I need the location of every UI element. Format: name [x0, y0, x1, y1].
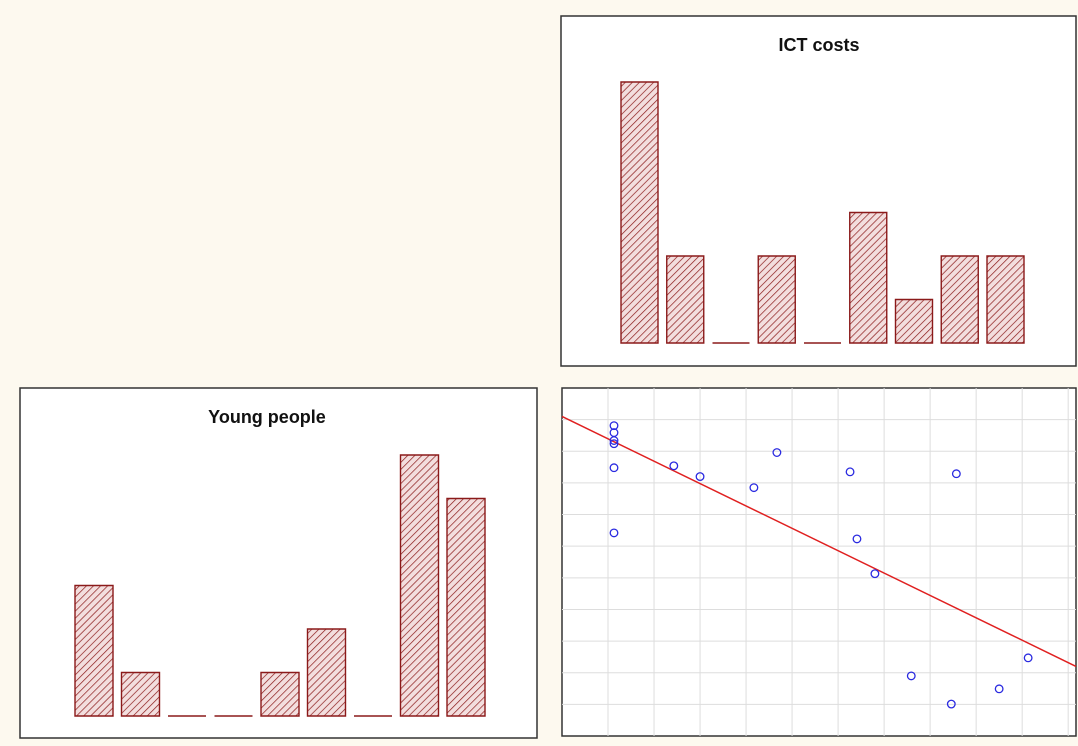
point	[695, 472, 705, 482]
point	[845, 467, 855, 477]
chart-title: ICT costs	[778, 35, 859, 55]
point	[951, 469, 961, 479]
bar	[940, 255, 979, 344]
bar	[260, 671, 300, 717]
bar	[120, 671, 161, 717]
point	[609, 463, 619, 473]
point	[906, 671, 916, 681]
trend-line	[561, 415, 1077, 668]
point	[1023, 653, 1033, 663]
bar	[849, 211, 888, 344]
bar	[986, 255, 1025, 344]
point	[609, 528, 619, 538]
point	[946, 699, 956, 709]
point	[994, 684, 1004, 694]
bar	[666, 255, 705, 344]
bar	[399, 454, 440, 717]
bar	[446, 497, 486, 717]
point	[870, 569, 880, 579]
point	[609, 439, 619, 449]
point	[669, 461, 679, 471]
point	[772, 448, 782, 457]
bar	[757, 255, 796, 344]
point	[749, 483, 759, 493]
point	[852, 534, 862, 544]
point	[609, 436, 619, 445]
bar	[306, 628, 347, 717]
chart-title: Young people	[208, 407, 326, 427]
bar	[620, 81, 659, 344]
bar	[74, 584, 114, 717]
panel	[561, 387, 1077, 737]
bar	[894, 298, 934, 344]
